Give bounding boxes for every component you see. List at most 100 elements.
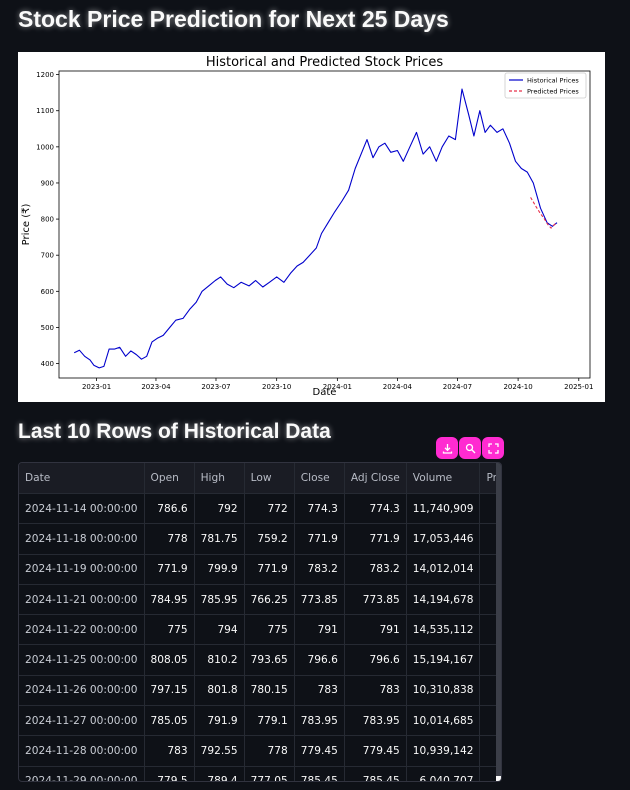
fullscreen-button[interactable] [482, 437, 504, 459]
table-cell[interactable]: 779.1 [244, 705, 295, 737]
table-cell[interactable]: 775 [244, 614, 295, 646]
table-cell[interactable]: 785.45 [344, 766, 407, 781]
table-cell[interactable]: 2024-11-19 00:00:00 [19, 554, 145, 585]
table-cell[interactable]: 801.8 [194, 675, 245, 707]
table-cell[interactable]: 793.65 [244, 644, 295, 676]
table-cell[interactable]: 2024-11-22 00:00:00 [19, 614, 145, 646]
table-cell[interactable]: 792.55 [194, 735, 245, 767]
table-cell[interactable]: None [479, 644, 501, 676]
table-cell[interactable]: 771.9 [294, 523, 345, 555]
table-row[interactable]: 2024-11-21 00:00:00 784.95 785.95 766.25 773… [19, 584, 501, 616]
table-cell[interactable]: 2024-11-26 00:00:00 [19, 675, 145, 707]
table-cell[interactable]: 786.6 [144, 493, 195, 525]
table-cell[interactable]: 10,939,142 [406, 735, 481, 767]
table-cell[interactable]: 783 [344, 675, 407, 707]
table-cell[interactable]: 774.3 [344, 493, 407, 525]
table-cell[interactable]: 791.9 [194, 705, 245, 737]
table-row[interactable]: 2024-11-29 00:00:00 779.5 789.4 777.05 785.4… [19, 766, 501, 781]
table-cell[interactable]: 2024-11-29 00:00:00 [19, 766, 145, 781]
table-cell[interactable]: 2024-11-18 00:00:00 [19, 523, 145, 555]
table-cell[interactable]: 783.2 [294, 554, 345, 585]
table-cell[interactable]: 785.95 [194, 584, 245, 616]
table-cell[interactable]: 783 [294, 675, 345, 707]
table-cell[interactable]: 15,194,167 [406, 644, 481, 676]
download-button[interactable] [436, 437, 458, 459]
table-cell[interactable]: 797.15 [144, 675, 195, 707]
table-cell[interactable]: None [479, 735, 501, 767]
table-row[interactable]: 2024-11-19 00:00:00 771.9 799.9 771.9 783.2 7… [19, 554, 501, 585]
table-cell[interactable]: 771.9 [144, 554, 195, 585]
table-cell[interactable]: 14,535,112 [406, 614, 481, 646]
table-cell[interactable]: None [479, 584, 501, 616]
search-button[interactable] [459, 437, 481, 459]
table-cell[interactable]: 783.95 [294, 705, 345, 737]
table-cell[interactable]: 772 [244, 493, 295, 525]
table-cell[interactable]: 778 [144, 523, 195, 555]
table-cell[interactable]: 2024-11-21 00:00:00 [19, 584, 145, 616]
table-cell[interactable]: 773.85 [294, 584, 345, 616]
table-row[interactable]: 2024-11-14 00:00:00 786.6 792 772 774.3 774.3… [19, 493, 501, 525]
table-cell[interactable]: 783.95 [344, 705, 407, 737]
table-cell[interactable]: None [479, 766, 501, 781]
table-cell[interactable]: None [479, 523, 501, 555]
table-row[interactable]: 2024-11-28 00:00:00 783 792.55 778 779.45 779… [19, 735, 501, 767]
table-cell[interactable]: 14,194,678 [406, 584, 481, 616]
table-cell[interactable]: 780.15 [244, 675, 295, 707]
table-cell[interactable]: 784.95 [144, 584, 195, 616]
table-cell[interactable]: None [479, 554, 501, 585]
table-cell[interactable]: 799.9 [194, 554, 245, 585]
table-row[interactable]: 2024-11-27 00:00:00 785.05 791.9 779.1 783.9… [19, 705, 501, 737]
column-header[interactable]: Prediction [479, 463, 501, 494]
table-cell[interactable]: None [479, 614, 501, 646]
table-cell[interactable]: 10,310,838 [406, 675, 481, 707]
table-cell[interactable]: 791 [344, 614, 407, 646]
table-cell[interactable]: 771.9 [344, 523, 407, 555]
table-cell[interactable]: 791 [294, 614, 345, 646]
table-row[interactable]: 2024-11-25 00:00:00 808.05 810.2 793.65 796.… [19, 644, 501, 676]
column-header[interactable]: Date [19, 463, 145, 494]
column-header[interactable]: Adj Close [344, 463, 407, 494]
table-cell[interactable]: 10,014,685 [406, 705, 481, 737]
table-resize-handle[interactable] [496, 776, 501, 781]
table-cell[interactable]: 789.4 [194, 766, 245, 781]
table-cell[interactable]: 779.5 [144, 766, 195, 781]
table-cell[interactable]: 2024-11-27 00:00:00 [19, 705, 145, 737]
table-cell[interactable]: None [479, 705, 501, 737]
table-row[interactable]: 2024-11-26 00:00:00 797.15 801.8 780.15 783 7… [19, 675, 501, 707]
table-cell[interactable]: 6,040,707 [406, 766, 481, 781]
table-cell[interactable]: 2024-11-28 00:00:00 [19, 735, 145, 767]
table-cell[interactable]: 775 [144, 614, 195, 646]
table-cell[interactable]: 794 [194, 614, 245, 646]
table-cell[interactable]: 785.05 [144, 705, 195, 737]
table-cell[interactable]: 11,740,909 [406, 493, 481, 525]
column-header[interactable]: Volume [406, 463, 481, 494]
table-cell[interactable]: 783 [144, 735, 195, 767]
table-cell[interactable]: 796.6 [294, 644, 345, 676]
table-cell[interactable]: 778 [244, 735, 295, 767]
table-cell[interactable]: 14,012,014 [406, 554, 481, 585]
table-cell[interactable]: None [479, 493, 501, 525]
table-cell[interactable]: 779.45 [294, 735, 345, 767]
table-cell[interactable]: 783.2 [344, 554, 407, 585]
table-cell[interactable]: 17,053,446 [406, 523, 481, 555]
table-cell[interactable]: 796.6 [344, 644, 407, 676]
table-cell[interactable]: 810.2 [194, 644, 245, 676]
table-cell[interactable]: 759.2 [244, 523, 295, 555]
table-scrollbar[interactable] [496, 463, 501, 781]
table-cell[interactable]: 771.9 [244, 554, 295, 585]
table-row[interactable]: 2024-11-18 00:00:00 778 781.75 759.2 771.9 77… [19, 523, 501, 555]
column-header[interactable]: Close [294, 463, 345, 494]
table-cell[interactable]: 781.75 [194, 523, 245, 555]
table-cell[interactable]: 766.25 [244, 584, 295, 616]
column-header[interactable]: High [194, 463, 245, 494]
table-cell[interactable]: 785.45 [294, 766, 345, 781]
table-cell[interactable]: 779.45 [344, 735, 407, 767]
table-cell[interactable]: 792 [194, 493, 245, 525]
table-cell[interactable]: 808.05 [144, 644, 195, 676]
table-row[interactable]: 2024-11-22 00:00:00 775 794 775 791 791 14,535… [19, 614, 501, 646]
table-cell[interactable]: 2024-11-14 00:00:00 [19, 493, 145, 525]
table-cell[interactable]: None [479, 675, 501, 707]
column-header[interactable]: Low [244, 463, 295, 494]
column-header[interactable]: Open [144, 463, 195, 494]
